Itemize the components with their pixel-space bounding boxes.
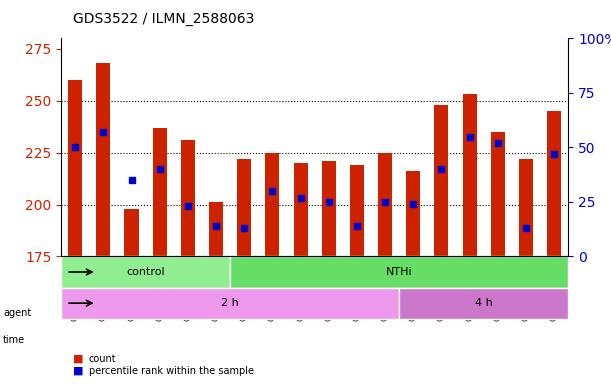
Text: control: control (126, 267, 165, 277)
Text: NTHi: NTHi (386, 267, 412, 277)
Bar (209, 202, 223, 257)
Text: ■: ■ (73, 354, 84, 364)
FancyBboxPatch shape (230, 257, 568, 288)
Bar (350, 165, 364, 257)
Text: time: time (3, 335, 25, 345)
Bar (97, 63, 111, 257)
Text: ■: ■ (73, 366, 84, 376)
Text: 4 h: 4 h (475, 298, 492, 308)
Bar (378, 152, 392, 257)
FancyBboxPatch shape (399, 288, 568, 319)
Bar (406, 171, 420, 257)
Bar (434, 105, 448, 257)
Bar (125, 209, 139, 257)
FancyBboxPatch shape (61, 288, 399, 319)
Text: 2 h: 2 h (221, 298, 239, 308)
Bar (181, 140, 195, 257)
Bar (265, 152, 279, 257)
Bar (491, 132, 505, 257)
Text: GDS3522 / ILMN_2588063: GDS3522 / ILMN_2588063 (73, 12, 255, 25)
Text: percentile rank within the sample: percentile rank within the sample (89, 366, 254, 376)
Bar (153, 128, 167, 257)
Bar (68, 80, 82, 257)
Bar (519, 159, 533, 257)
Bar (293, 163, 307, 257)
Bar (463, 94, 477, 257)
Text: count: count (89, 354, 116, 364)
Bar (322, 161, 336, 257)
Bar (547, 111, 561, 257)
Bar (237, 159, 251, 257)
FancyBboxPatch shape (61, 257, 230, 288)
Text: agent: agent (3, 308, 31, 318)
